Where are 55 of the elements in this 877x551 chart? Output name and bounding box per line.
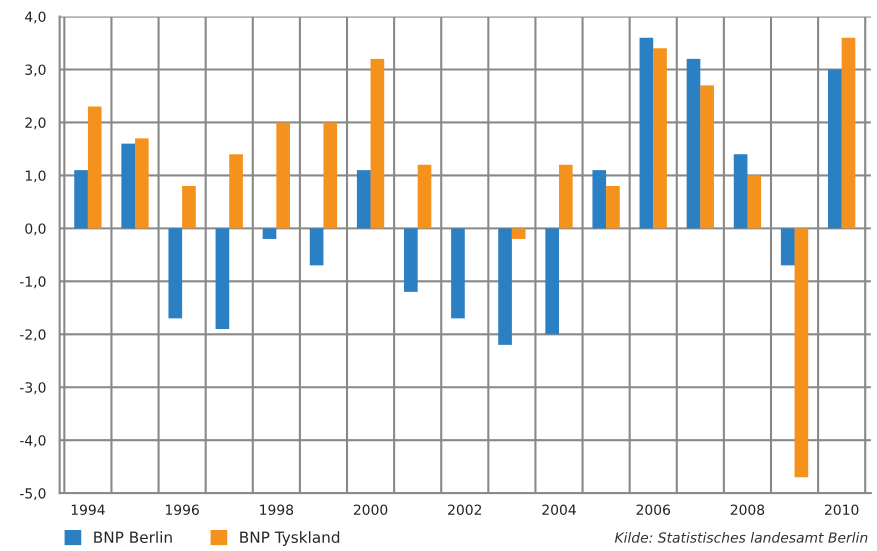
x-tick-label: 1996 xyxy=(166,504,199,516)
bar xyxy=(828,69,842,228)
bar xyxy=(88,106,102,228)
bar xyxy=(451,228,465,318)
bar xyxy=(276,122,290,228)
x-tick-label: 2006 xyxy=(636,504,670,516)
x-tick-label: 1998 xyxy=(260,504,294,516)
bar xyxy=(498,228,512,345)
bar xyxy=(606,186,620,228)
y-tick-label: 1,0 xyxy=(26,170,46,182)
x-tick-label: 2004 xyxy=(542,504,576,516)
bar xyxy=(512,228,526,239)
bar xyxy=(262,228,276,239)
bar xyxy=(558,164,573,228)
bar xyxy=(686,58,700,228)
bar xyxy=(135,138,149,228)
bar xyxy=(168,228,182,318)
bar xyxy=(747,175,762,228)
x-tick-label: 2010 xyxy=(824,504,858,516)
legend-label: BNP Tyskland xyxy=(240,531,340,546)
bar xyxy=(323,122,338,228)
bar xyxy=(653,48,667,228)
x-tick-label: 2000 xyxy=(354,504,388,516)
y-tick-label: -2,0 xyxy=(20,329,46,342)
bar xyxy=(310,228,324,266)
bar xyxy=(592,170,606,228)
bar xyxy=(229,154,243,228)
y-tick-label: 0,0 xyxy=(25,223,46,236)
bar xyxy=(370,58,384,228)
y-tick-label: 4,0 xyxy=(25,12,46,24)
bar xyxy=(842,38,856,228)
y-tick-label: -3,0 xyxy=(20,382,46,394)
bar xyxy=(545,228,559,334)
bar xyxy=(121,144,136,228)
bar xyxy=(640,38,654,228)
y-tick-label: -5,0 xyxy=(20,488,46,500)
y-tick-label: -4,0 xyxy=(20,435,46,448)
x-tick-label: 1994 xyxy=(72,504,105,516)
bar xyxy=(182,186,196,228)
bar xyxy=(418,164,432,228)
y-tick-label: -1,0 xyxy=(20,276,46,288)
bar xyxy=(780,228,795,266)
bar xyxy=(794,228,808,478)
y-tick-label: 2,0 xyxy=(25,117,46,130)
bar xyxy=(734,154,748,228)
x-tick-label: 2002 xyxy=(448,504,482,516)
bar xyxy=(700,85,714,228)
text: Kilde: Statistisches landesamt Berlin xyxy=(614,532,868,543)
bar xyxy=(356,170,371,228)
legend-label: BNP Berlin xyxy=(94,531,172,544)
bar xyxy=(216,228,230,329)
bar xyxy=(404,228,418,292)
x-tick-label: 2008 xyxy=(730,504,764,516)
y-tick-label: 3,0 xyxy=(25,64,46,76)
bar xyxy=(74,170,88,228)
